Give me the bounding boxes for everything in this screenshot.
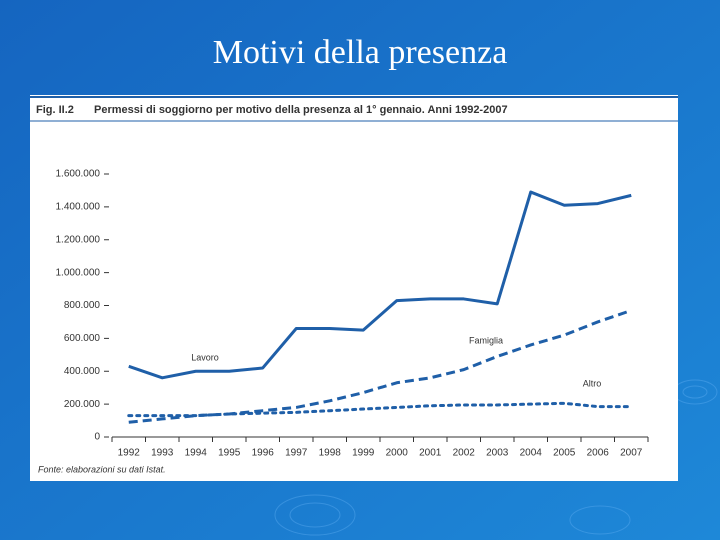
series-label: Altro — [583, 378, 602, 388]
figure-label: Fig. II.2 — [36, 104, 74, 116]
slide-title: Motivi della presenza — [213, 34, 508, 71]
x-tick-label: 2007 — [620, 448, 643, 459]
figure-panel — [30, 95, 678, 481]
x-tick-label: 2000 — [386, 448, 409, 459]
series-line — [127, 401, 633, 418]
x-tick-label: 2002 — [453, 448, 476, 459]
y-tick-label: 600.000 — [64, 333, 101, 344]
series-line — [128, 190, 632, 380]
y-tick-label: 1.200.000 — [56, 234, 101, 245]
y-tick-label: 800.000 — [64, 300, 101, 311]
x-tick-label: 1998 — [319, 448, 342, 459]
x-tick-label: 1992 — [118, 448, 141, 459]
y-tick-label: 200.000 — [64, 399, 101, 410]
y-tick-label: 400.000 — [64, 366, 101, 377]
x-tick-label: 2005 — [553, 448, 576, 459]
y-tick-label: 1.400.000 — [56, 202, 101, 213]
x-tick-label: 2003 — [486, 448, 509, 459]
source-note: Fonte: elaborazioni su dati Istat. — [38, 464, 166, 474]
x-tick-label: 1999 — [352, 448, 375, 459]
x-tick-label: 1996 — [252, 448, 275, 459]
x-tick-label: 1995 — [218, 448, 241, 459]
x-tick-label: 2001 — [419, 448, 442, 459]
x-tick-label: 1994 — [185, 448, 208, 459]
chart-title: Permessi di soggiorno per motivo della p… — [94, 104, 508, 116]
x-tick-label: 2004 — [520, 448, 543, 459]
y-tick-label: 1.000.000 — [56, 267, 101, 278]
x-tick-label: 1997 — [285, 448, 308, 459]
x-tick-label: 2006 — [587, 448, 610, 459]
y-tick-label: 1.600.000 — [56, 169, 101, 180]
x-tick-label: 1993 — [151, 448, 174, 459]
y-tick-label: 0 — [94, 432, 100, 443]
series-label: Lavoro — [191, 352, 219, 362]
series-label: Famiglia — [469, 335, 503, 345]
